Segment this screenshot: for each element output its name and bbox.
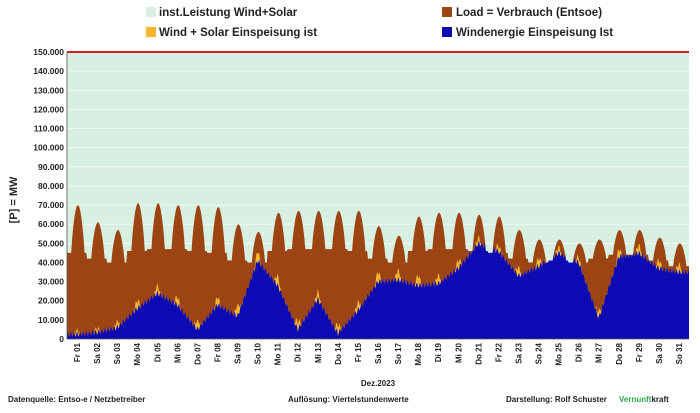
x-tick-label: Do 07 — [193, 342, 202, 364]
x-tick-label: Sa 23 — [514, 342, 523, 363]
x-tick-label: Do 21 — [474, 342, 483, 364]
legend-label-load: Load = Verbrauch (Entsoe) — [456, 7, 602, 19]
legend: inst.Leistung Wind+Solar Load = Verbrauc… — [146, 7, 613, 39]
x-tick-label: Mo 18 — [414, 342, 423, 365]
x-tick-label: So 10 — [254, 342, 263, 364]
y-tick-label: 120.000 — [33, 104, 64, 114]
footer-author: Darstellung: Rolf Schuster — [506, 395, 607, 404]
x-tick-label: Sa 16 — [374, 342, 383, 363]
footer-source: Datenquelle: Entso-e / Netzbetreiber — [8, 395, 145, 404]
x-tick-label: Mo 11 — [274, 342, 283, 365]
x-tick-label: Do 14 — [334, 342, 343, 364]
y-axis-label: [P] = MW — [8, 176, 20, 223]
x-tick-label: So 24 — [535, 342, 544, 364]
legend-swatch-load — [442, 7, 452, 17]
x-axis-label: Dez.2023 — [361, 379, 396, 388]
x-tick-label: Di 19 — [434, 342, 443, 362]
y-tick-label: 100.000 — [33, 143, 64, 153]
legend-swatch-installed — [146, 7, 156, 17]
x-tick-label: Mi 06 — [173, 342, 182, 363]
y-tick-label: 90.000 — [38, 162, 64, 172]
wind-area — [67, 241, 689, 339]
footer-resolution: Auflösung: Viertelstundenwerte — [288, 395, 409, 404]
legend-label-installed: inst.Leistung Wind+Solar — [159, 7, 298, 19]
x-tick-label: Sa 09 — [234, 342, 243, 363]
x-tick-label: Fr 01 — [73, 342, 82, 362]
x-tick-label: Fr 15 — [354, 342, 363, 362]
x-tick-labels: Fr 01 Sa 02 So 03 Mo 04 Di 05 Mi 06 Do 07 Fr 08… — [73, 342, 684, 365]
y-tick-label: 150.000 — [33, 47, 64, 57]
x-tick-label: Fr 22 — [494, 342, 503, 362]
legend-swatch-wind — [442, 27, 452, 37]
x-tick-label: Di 26 — [575, 342, 584, 362]
y-tick-label: 130.000 — [33, 85, 64, 95]
y-tick-label: 20.000 — [38, 296, 64, 306]
x-tick-label: Mi 13 — [314, 342, 323, 363]
y-tick-label: 110.000 — [34, 124, 65, 134]
x-tick-label: Sa 02 — [93, 342, 102, 363]
y-tick-label: 140.000 — [33, 66, 64, 76]
legend-label-windsolar: Wind + Solar Einspeisung ist — [159, 27, 317, 39]
x-tick-label: Fr 08 — [213, 342, 222, 362]
y-tick-labels: 0 10.000 20.000 30.000 40.000 50.000 60.000 70.… — [33, 47, 64, 344]
y-tick-label: 80.000 — [38, 181, 64, 191]
y-tick-label: 40.000 — [38, 257, 64, 267]
footer-brand: Vernunftkraft — [619, 395, 669, 404]
x-tick-label: Fr 29 — [635, 342, 644, 362]
x-tick-label: Mo 25 — [555, 342, 564, 365]
y-tick-label: 30.000 — [38, 277, 64, 287]
brand-green: Vernunft — [619, 395, 652, 404]
x-tick-label: Do 28 — [615, 342, 624, 364]
x-tick-label: Mi 20 — [454, 342, 463, 363]
x-tick-label: Sa 30 — [655, 342, 664, 363]
y-tick-label: 50.000 — [38, 238, 64, 248]
y-tick-label: 0 — [59, 334, 64, 344]
x-tick-label: Di 05 — [153, 342, 162, 362]
y-tick-label: 60.000 — [38, 219, 64, 229]
x-tick-label: Mo 04 — [133, 342, 142, 365]
legend-label-wind: Windenergie Einspeisung Ist — [456, 27, 613, 39]
legend-swatch-windsolar — [146, 27, 156, 37]
y-tick-label: 10.000 — [38, 315, 64, 325]
y-tick-label: 70.000 — [38, 200, 64, 210]
x-tick-label: So 03 — [113, 342, 122, 364]
x-tick-label: Mi 27 — [595, 342, 604, 363]
x-tick-label: Di 12 — [294, 342, 303, 362]
x-tick-label: So 31 — [675, 342, 684, 364]
x-tick-label: So 17 — [394, 342, 403, 364]
brand-rest: kraft — [651, 395, 669, 404]
